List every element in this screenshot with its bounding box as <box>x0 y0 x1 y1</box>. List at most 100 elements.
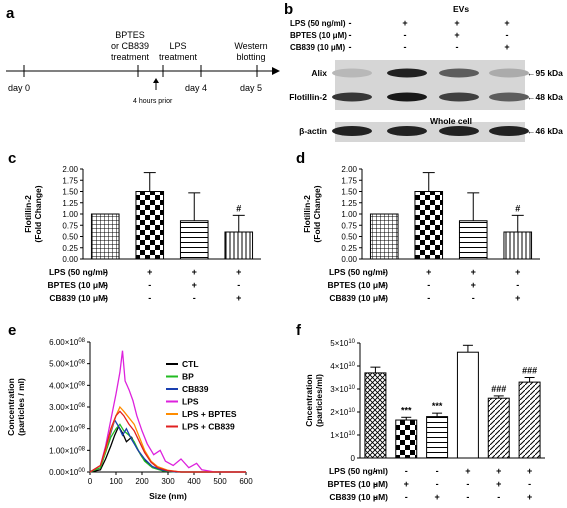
series-line-lps <box>89 350 246 473</box>
blot-band-alix <box>489 68 529 78</box>
y-tick-label: 1×1010 <box>330 431 355 440</box>
y-tick-label: 1.25 <box>341 199 357 208</box>
band-name-flotillin: Flotillin-2 <box>289 92 327 102</box>
legend-label: LPS + BPTES <box>182 409 237 419</box>
wb-sign: - <box>349 42 352 52</box>
x-axis-label: Size (nm) <box>149 491 187 501</box>
condition-sign: - <box>472 293 475 303</box>
condition-sign: + <box>496 479 501 489</box>
y-tick-label: 1.75 <box>341 176 357 185</box>
bar <box>364 372 387 459</box>
condition-sign: + <box>434 492 439 502</box>
condition-sign: - <box>497 492 500 502</box>
y-tick-label: 1.50 <box>62 188 78 197</box>
event-bptes-line2: or CB839 <box>111 41 149 51</box>
condition-sign: + <box>192 280 197 290</box>
wb-sign: - <box>456 42 459 52</box>
x-tick-label: 400 <box>187 477 201 486</box>
x-tick-label: 200 <box>135 477 149 486</box>
legend-label: LPS <box>182 397 199 407</box>
event-lps-line1: LPS <box>169 41 186 51</box>
y-tick-label: 3×1010 <box>330 385 355 394</box>
blot-band-actin <box>439 126 479 136</box>
band-size-flotillin: ←48 kDa <box>527 92 563 102</box>
x-tick-label: 100 <box>109 477 123 486</box>
condition-sign: + <box>515 293 520 303</box>
significance-mark: *** <box>432 401 443 411</box>
wb-sign: - <box>349 30 352 40</box>
event-wb-line1: Western <box>234 41 267 51</box>
wb-condition-label: LPS (50 ng/ml) <box>290 19 346 28</box>
event-wb-line2: blotting <box>236 52 265 62</box>
timeline-day4: day 4 <box>185 83 207 93</box>
blot-band-flotillin <box>332 92 372 102</box>
condition-sign: - <box>383 267 386 277</box>
y-tick-label: 2.00 <box>62 165 78 174</box>
significance-mark: *** <box>401 405 412 415</box>
wb-sign: + <box>504 42 509 52</box>
wb-sign: + <box>504 18 509 28</box>
y-tick-label: 0.75 <box>341 221 357 230</box>
legend-label: CB839 <box>182 384 209 394</box>
condition-sign: - <box>466 492 469 502</box>
y-tick-label: 0.50 <box>341 233 357 242</box>
prior-note: 4 hours prior <box>133 98 173 105</box>
wb-sign: - <box>349 18 352 28</box>
blot-band-flotillin <box>387 92 427 102</box>
bar <box>458 220 488 260</box>
blot-band-actin <box>489 126 529 136</box>
condition-sign: - <box>104 280 107 290</box>
condition-sign: - <box>104 293 107 303</box>
y-tick-label: 0.25 <box>341 244 357 253</box>
event-bptes-line1: BPTES <box>115 30 145 40</box>
condition-sign: - <box>148 293 151 303</box>
y-tick-label: 1.75 <box>62 176 78 185</box>
y-tick-label: 0.50 <box>62 233 78 242</box>
wb-condition-label: CB839 (10 μM) <box>290 43 345 52</box>
y-tick-label: 0.25 <box>62 244 78 253</box>
condition-sign: - <box>466 479 469 489</box>
y-tick-label: 5×1010 <box>330 339 355 348</box>
legend-label: CTL <box>182 359 199 369</box>
y-tick-label: 5.00×1008 <box>49 360 85 369</box>
y-tick-label: 0.00×1000 <box>49 468 85 477</box>
y-axis-label: Cncentration(particles/ml) <box>304 374 324 427</box>
legend-label: LPS + CB839 <box>182 422 235 432</box>
x-tick-label: 600 <box>239 477 253 486</box>
y-tick-label: 6.00×1008 <box>49 338 85 347</box>
wb-sign: + <box>402 18 407 28</box>
condition-sign: + <box>465 466 470 476</box>
y-axis-label: Concentration(particles / ml) <box>6 378 26 436</box>
blot-band-alix <box>332 68 372 78</box>
condition-sign: + <box>471 267 476 277</box>
chart-d: 0.00 0.25 0.50 0.75 1.00 1.25 1.50 1.75 2.00 Flot… <box>302 165 540 303</box>
condition-sign: - <box>516 280 519 290</box>
condition-sign: - <box>427 280 430 290</box>
condition-sign: + <box>236 267 241 277</box>
wb-sign: - <box>404 42 407 52</box>
condition-sign: - <box>436 479 439 489</box>
y-tick-label: 4×1010 <box>330 362 355 371</box>
condition-sign: + <box>515 267 520 277</box>
blot-band-actin <box>387 126 427 136</box>
significance-mark: ### <box>522 366 537 376</box>
condition-sign: + <box>496 466 501 476</box>
y-tick-label: 2.00 <box>341 165 357 174</box>
condition-sign: + <box>471 280 476 290</box>
y-tick-label: 0.00 <box>341 255 357 264</box>
timeline-diagram: day 0 day 4 day 5 BPTES or CB839 treatme… <box>6 30 280 105</box>
condition-sign: + <box>426 267 431 277</box>
wb-sign: - <box>404 30 407 40</box>
condition-sign: - <box>383 293 386 303</box>
panel-label-b: b <box>284 1 293 18</box>
chart-c: 0.00 0.25 0.50 0.75 1.00 1.25 1.50 1.75 2.00 Flot… <box>23 165 261 303</box>
bar <box>179 220 209 260</box>
condition-sign: - <box>374 479 377 489</box>
blot-band-actin <box>332 126 372 136</box>
whole-cell-label: Whole cell <box>430 116 472 126</box>
condition-label: CB839 (10 μM) <box>49 293 108 303</box>
condition-sign: - <box>436 466 439 476</box>
y-tick-label: 0.00 <box>62 255 78 264</box>
significance-mark: # <box>515 203 520 213</box>
condition-sign: + <box>527 466 532 476</box>
